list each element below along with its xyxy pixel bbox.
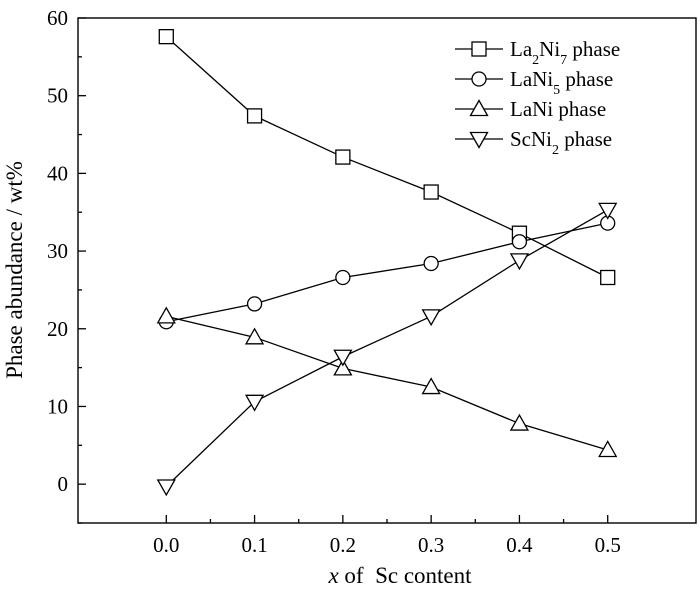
series-triangle-down: [156, 202, 618, 497]
data-point-triangle-down: [421, 309, 441, 327]
legend-subscript: 7: [560, 53, 567, 68]
series-triangle-up: [156, 306, 618, 458]
y-tick-label: 30: [47, 239, 68, 263]
y-axis-ticks: 0 10 20 30 40 50 60: [47, 6, 86, 524]
data-point-triangle-up: [421, 377, 441, 395]
x-tick-label: 0.0: [153, 533, 179, 557]
data-point-triangle-down: [156, 479, 176, 497]
data-point-circle: [246, 296, 263, 312]
series-line: [166, 222, 608, 323]
series-circle: [158, 215, 616, 330]
legend-subscript: 2: [532, 53, 539, 68]
data-point-circle: [423, 255, 439, 272]
x-tick-label: 0.2: [330, 533, 356, 557]
series-line: [166, 315, 608, 451]
x-axis-ticks: 0.0 0.1 0.2 0.3 0.4 0.5: [153, 515, 621, 557]
data-point-triangle-up: [598, 440, 618, 458]
x-tick-label: 0.4: [506, 533, 533, 557]
legend-entry: ScNi2 phase: [455, 127, 612, 158]
x-axis-title-variable: x: [327, 563, 339, 588]
legend-marker-square: [471, 41, 487, 57]
legend-text-part: ScNi: [510, 127, 552, 151]
x-axis-title-rest: of Sc content: [339, 563, 472, 588]
legend-label: La2Ni7 phase: [510, 37, 620, 68]
data-point-triangle-up: [244, 327, 265, 345]
data-point-triangle-down: [509, 253, 530, 271]
legend-marker-circle: [471, 71, 487, 87]
legend-text-part: La: [510, 37, 533, 61]
legend-text-part: phase: [559, 127, 612, 151]
legend-subscript: 2: [552, 143, 559, 158]
y-tick-label: 20: [47, 317, 68, 341]
legend-entry: LaNi phase: [455, 97, 606, 121]
legend-text-part: phase: [567, 37, 620, 61]
legend-text-part: LaNi: [510, 67, 553, 91]
data-point-square: [423, 184, 439, 200]
legend-marker-triangle-up: [469, 99, 489, 117]
data-point-triangle-up: [156, 306, 176, 324]
y-tick-label: 50: [47, 84, 68, 108]
legend-text-part: phase: [560, 67, 613, 91]
data-point-circle: [511, 234, 528, 250]
legend-subscript: 5: [553, 83, 560, 98]
legend-label: ScNi2 phase: [510, 127, 612, 158]
data-point-square: [158, 28, 174, 45]
legend-entry: La2Ni7 phase: [455, 37, 620, 68]
legend-label: LaNi phase: [510, 97, 606, 121]
x-tick-label: 0.1: [241, 533, 267, 557]
data-point-triangle-down: [244, 394, 265, 412]
y-tick-label: 60: [47, 6, 68, 30]
data-point-triangle-down: [598, 202, 618, 220]
series-line: [165, 209, 609, 487]
x-tick-label: 0.5: [595, 533, 621, 557]
y-tick-label: 40: [47, 161, 68, 185]
data-point-triangle-up: [509, 413, 530, 431]
data-point-triangle-up: [333, 358, 353, 376]
data-point-square: [600, 269, 616, 286]
legend-marker-triangle-down: [469, 131, 489, 149]
y-tick-label: 10: [47, 394, 68, 418]
y-tick-label: 0: [58, 472, 69, 496]
x-axis-title: x of Sc content: [327, 563, 472, 588]
legend-text-part: Ni: [539, 37, 560, 61]
series-line: [165, 36, 609, 279]
series-group: [156, 28, 618, 497]
data-point-circle: [335, 269, 351, 286]
data-point-square: [246, 108, 263, 124]
x-tick-label: 0.3: [418, 533, 444, 557]
data-point-square: [335, 149, 351, 165]
y-axis-title: Phase abundance / wt%: [2, 161, 27, 379]
legend-label: LaNi5 phase: [510, 67, 613, 98]
legend-entry: LaNi5 phase: [455, 67, 613, 98]
data-point-triangle-down: [333, 349, 353, 367]
legend-text-part: LaNi phase: [510, 97, 606, 121]
